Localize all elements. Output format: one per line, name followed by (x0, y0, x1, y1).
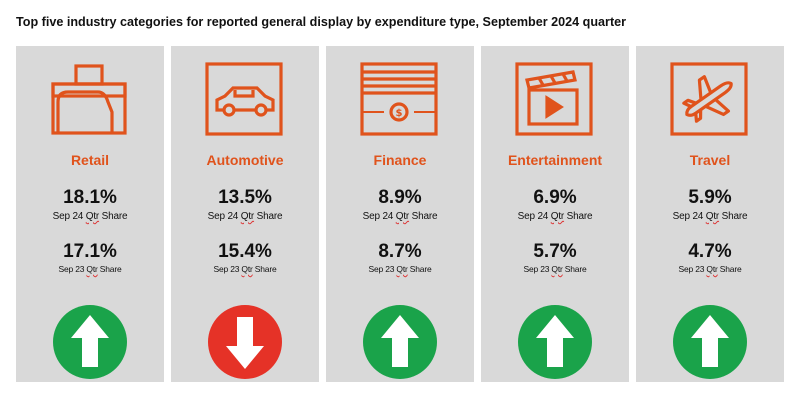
trend-up-icon (673, 305, 747, 379)
trend-up-icon (363, 305, 437, 379)
trend-up-icon (53, 305, 127, 379)
category-label: Travel (689, 152, 731, 168)
category-label: Entertainment (507, 152, 603, 168)
current-share-value: 13.5% (218, 187, 272, 208)
previous-share-label: Sep 23 Qtr Share (523, 264, 587, 274)
previous-share-value: 15.4% (218, 241, 272, 262)
card-entertainment: Entertainment 6.9% Sep 24 Qtr Share 5.7%… (481, 46, 629, 382)
category-label: Finance (373, 152, 427, 168)
trend-down-icon (208, 305, 282, 379)
current-share-value: 5.9% (688, 187, 732, 208)
car-icon (205, 62, 283, 136)
banknote-icon: $ (360, 62, 438, 136)
trend-up-icon (518, 305, 592, 379)
previous-share-value: 4.7% (688, 241, 732, 262)
current-share-value: 8.9% (378, 187, 422, 208)
current-share-label: Sep 24 Qtr Share (207, 211, 283, 222)
previous-share-value: 8.7% (378, 241, 422, 262)
previous-share-label: Sep 23 Qtr Share (58, 264, 122, 274)
card-automotive: Automotive 13.5% Sep 24 Qtr Share 15.4% … (171, 46, 319, 382)
current-share-value: 6.9% (533, 187, 577, 208)
card-retail: Retail 18.1% Sep 24 Qtr Share 17.1% Sep … (16, 46, 164, 382)
current-share-label: Sep 24 Qtr Share (517, 211, 593, 222)
current-share-label: Sep 24 Qtr Share (362, 211, 438, 222)
current-share-label: Sep 24 Qtr Share (672, 211, 748, 222)
category-label: Retail (70, 152, 110, 168)
previous-share-value: 5.7% (533, 241, 577, 262)
card-travel: Travel 5.9% Sep 24 Qtr Share 4.7% Sep 23… (636, 46, 784, 382)
clapperboard-icon (515, 62, 593, 136)
previous-share-label: Sep 23 Qtr Share (368, 264, 432, 274)
category-label: Automotive (206, 152, 284, 168)
airplane-icon (670, 62, 748, 136)
svg-text:$: $ (396, 108, 403, 119)
page-title: Top five industry categories for reporte… (16, 15, 627, 29)
briefcase-icon (50, 62, 128, 136)
previous-share-label: Sep 23 Qtr Share (678, 264, 742, 274)
previous-share-value: 17.1% (63, 241, 117, 262)
card-finance: $ Finance 8.9% Sep 24 Qtr Share 8.7% Sep… (326, 46, 474, 382)
previous-share-label: Sep 23 Qtr Share (213, 264, 277, 274)
current-share-value: 18.1% (63, 187, 117, 208)
current-share-label: Sep 24 Qtr Share (52, 211, 128, 222)
